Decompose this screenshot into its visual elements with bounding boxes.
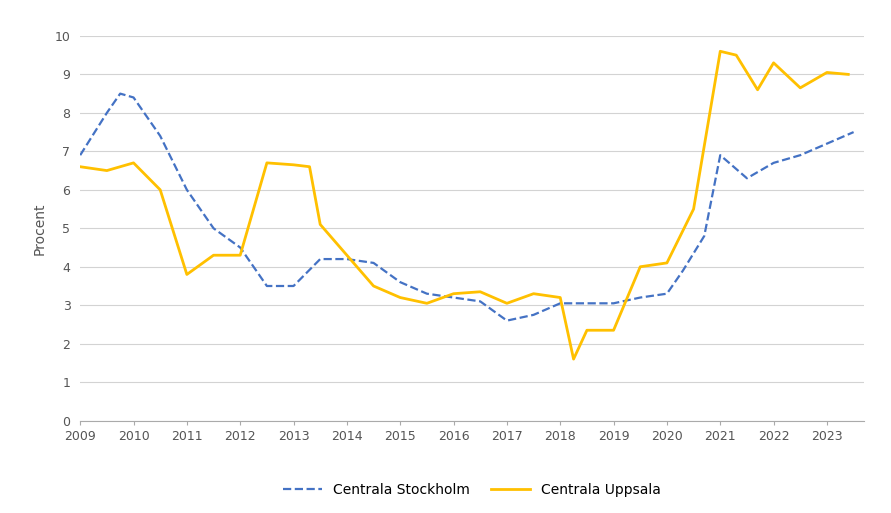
Centrala Uppsala [75,164,86,170]
Centrala Uppsala [715,48,725,54]
Centrala Uppsala [448,290,459,297]
Centrala Uppsala [304,164,315,170]
Centrala Stockholm [662,290,673,297]
Centrala Uppsala [235,252,246,258]
Centrala Stockholm [421,290,432,297]
Line: Centrala Stockholm: Centrala Stockholm [80,93,854,321]
Centrala Stockholm [155,133,166,139]
Centrala Stockholm [368,260,379,266]
Centrala Stockholm [699,233,709,239]
Centrala Stockholm [448,294,459,301]
Centrala Uppsala [662,260,673,266]
Centrala Stockholm [715,152,725,158]
Centrala Uppsala [475,289,486,295]
Centrala Stockholm [235,244,246,250]
Centrala Uppsala [182,271,192,278]
Centrala Stockholm [609,300,619,306]
Centrala Stockholm [251,268,262,274]
Centrala Stockholm [635,294,646,301]
Centrala Stockholm [475,298,486,304]
Centrala Stockholm [208,225,219,231]
Centrala Stockholm [677,268,688,274]
Centrala Uppsala [609,327,619,333]
Centrala Stockholm [768,160,779,166]
Centrala Uppsala [568,356,579,362]
Centrala Stockholm [102,110,112,116]
Centrala Stockholm [741,175,752,181]
Centrala Uppsala [582,327,593,333]
Centrala Stockholm [822,141,832,147]
Centrala Uppsala [341,252,352,258]
Centrala Stockholm [502,318,512,324]
Y-axis label: Procent: Procent [32,202,46,254]
Centrala Stockholm [315,256,325,262]
Centrala Stockholm [341,256,352,262]
Centrala Uppsala [555,294,566,301]
Centrala Uppsala [822,69,832,75]
Centrala Stockholm [395,279,405,285]
Centrala Stockholm [582,300,593,306]
Centrala Stockholm [115,90,126,96]
Centrala Stockholm [795,152,805,158]
Centrala Uppsala [155,187,166,193]
Legend: Centrala Stockholm, Centrala Uppsala: Centrala Stockholm, Centrala Uppsala [278,478,666,503]
Centrala Uppsala [688,206,699,212]
Centrala Uppsala [395,294,405,301]
Centrala Stockholm [528,312,539,318]
Centrala Stockholm [848,129,859,135]
Centrala Uppsala [768,60,779,66]
Centrala Stockholm [288,283,298,289]
Centrala Uppsala [288,162,298,168]
Centrala Uppsala [315,222,325,228]
Centrala Uppsala [502,300,512,306]
Centrala Uppsala [128,160,139,166]
Centrala Stockholm [182,187,192,193]
Centrala Uppsala [102,167,112,173]
Centrala Uppsala [843,71,854,77]
Centrala Stockholm [262,283,273,289]
Centrala Stockholm [128,94,139,101]
Centrala Uppsala [731,52,741,58]
Centrala Uppsala [752,87,763,93]
Centrala Uppsala [635,264,646,270]
Centrala Uppsala [528,290,539,297]
Centrala Stockholm [555,300,566,306]
Centrala Uppsala [795,85,805,91]
Centrala Uppsala [421,300,432,306]
Centrala Uppsala [208,252,219,258]
Centrala Uppsala [368,283,379,289]
Centrala Stockholm [75,152,86,158]
Centrala Uppsala [262,160,273,166]
Line: Centrala Uppsala: Centrala Uppsala [80,51,848,359]
